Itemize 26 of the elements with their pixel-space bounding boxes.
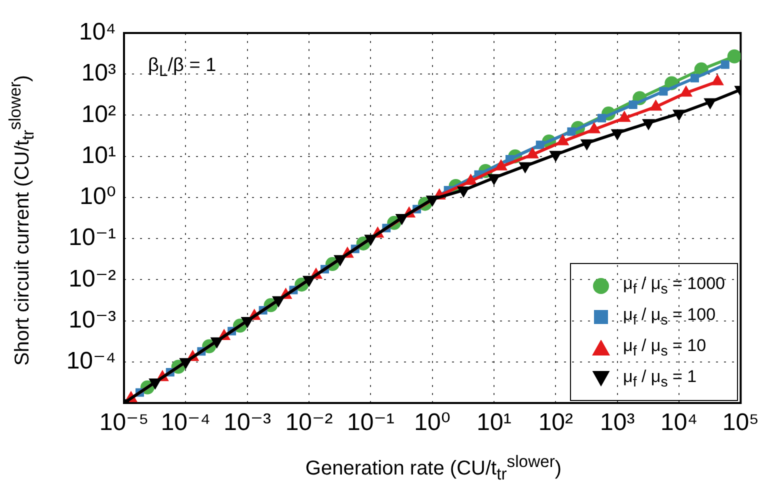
y-tick-label: 10¹ — [81, 142, 116, 169]
y-tick-label: 10⁻¹ — [68, 224, 116, 252]
y-tick-label: 10⁻⁴ — [66, 348, 116, 375]
annotation: β$_{L}$/β = 1 — [148, 55, 216, 81]
x-tick-label: 10⁻³ — [224, 409, 272, 436]
x-tick-label: 10⁰ — [414, 409, 451, 436]
x-tick-label: 10⁻⁴ — [160, 409, 211, 436]
x-tick-label: 10¹ — [476, 409, 512, 436]
x-tick-label: 10² — [538, 409, 574, 436]
x-tick-label: 10⁻¹ — [346, 409, 394, 436]
y-tick-label: 10⁴ — [78, 18, 116, 46]
y-tick-label: 10³ — [81, 60, 116, 87]
legend-label: μ$_{f}$ / μ$_{s}$ = 1000 — [623, 274, 725, 298]
y-tick-label: 10⁻² — [68, 265, 116, 292]
y-tick-label: 10⁻³ — [68, 306, 116, 334]
x-tick-label: 10⁴ — [660, 409, 698, 436]
x-tick-label: 10⁵ — [722, 409, 760, 436]
legend-label: μ$_{f}$ / μ$_{s}$ = 10 — [623, 336, 706, 360]
x-tick-label: 10⁻² — [285, 409, 333, 436]
legend-label: μ$_{f}$ / μ$_{s}$ = 100 — [623, 304, 716, 328]
y-tick-label: 10⁰ — [80, 183, 116, 210]
x-tick-label: 10⁻⁵ — [99, 409, 149, 436]
x-axis-title: Generation rate (CU/t$_{tr}$$^{slower}$) — [304, 452, 563, 485]
x-tick-label: 10³ — [600, 409, 635, 436]
legend-label: μ$_{f}$ / μ$_{s}$ = 1 — [623, 366, 697, 390]
y-tick-label: 10² — [81, 100, 116, 128]
